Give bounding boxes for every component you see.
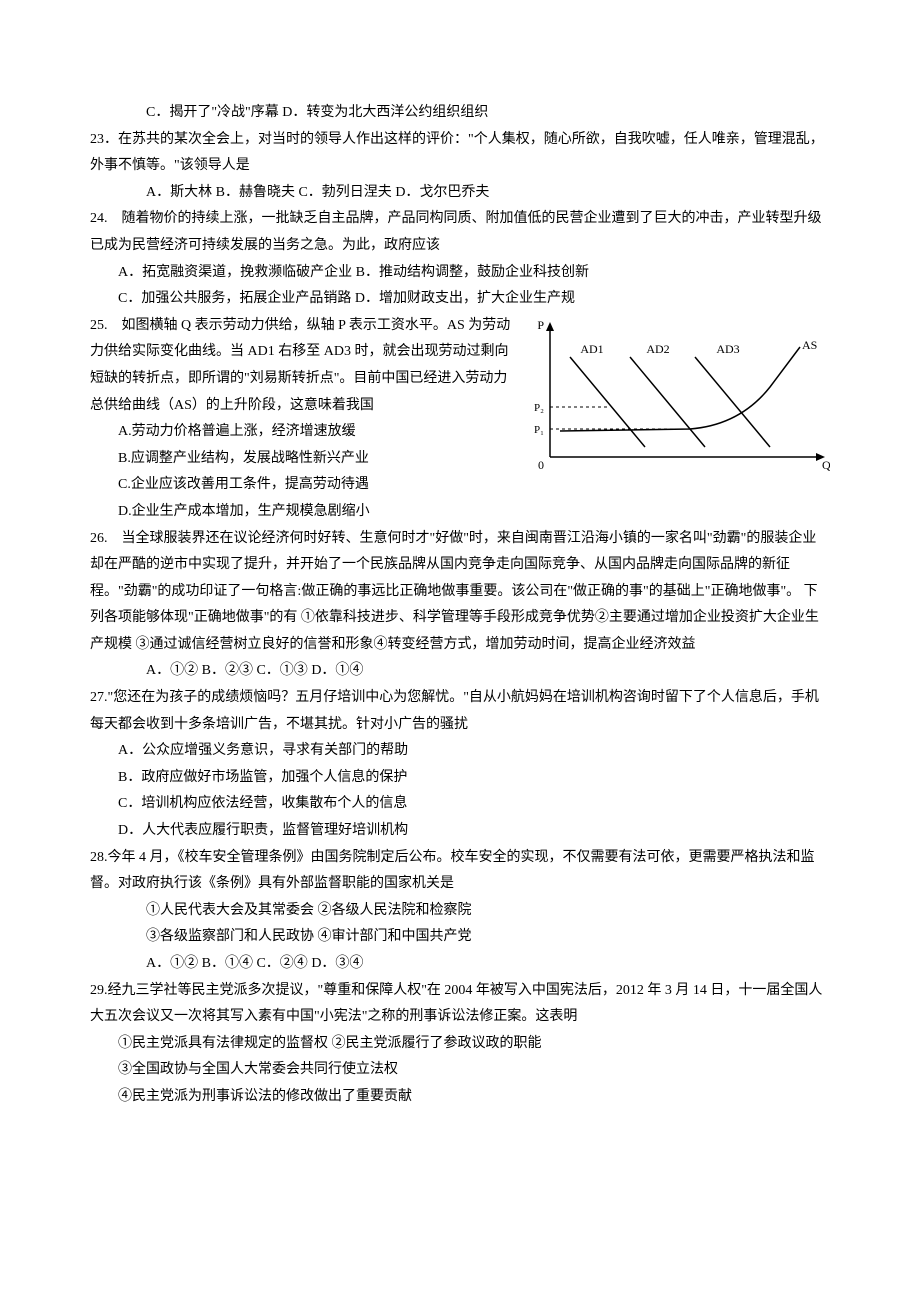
q28-num1: ①人民代表大会及其常委会 (146, 903, 314, 918)
q24-opt-a: A．拓宽融资渠道，挽救濒临破产企业 (118, 265, 352, 280)
q28-nums-row1: ①人民代表大会及其常委会 ②各级人民法院和检察院 (90, 898, 830, 925)
q29-stem: 29.经九三学社等民主党派多次提议，"尊重和保障人权"在 2004 年被写入中国… (90, 978, 830, 1031)
q28-nums-row2: ③各级监察部门和人民政协 ④审计部门和中国共产党 (90, 924, 830, 951)
q22-opt-c: C．揭开了"冷战"序幕 (146, 105, 279, 120)
q24-options-row1: A．拓宽融资渠道，挽救濒临破产企业 B．推动结构调整，鼓励企业科技创新 (90, 260, 830, 287)
svg-text:0: 0 (538, 458, 544, 472)
q29-num3: ③全国政协与全国人大常委会共同行使立法权 (90, 1057, 830, 1084)
q27-stem: 27."您还在为孩子的成绩烦恼吗？五月仔培训中心为您解忧。"自从小航妈妈在培训机… (90, 685, 830, 738)
q28-stem: 28.今年 4 月，《校车安全管理条例》由国务院制定后公布。校车安全的实现，不仅… (90, 845, 830, 898)
svg-text:AD3: AD3 (716, 342, 739, 356)
q23-options: A．斯大林 B．赫鲁晓夫 C．勃列日涅夫 D．戈尔巴乔夫 (90, 180, 830, 207)
q26-opt-d: D．①④ (311, 663, 363, 678)
q27-opt-b: B．政府应做好市场监管，加强个人信息的保护 (90, 765, 830, 792)
q23-opt-c: C．勃列日涅夫 (298, 185, 391, 200)
svg-text:P₁: P₁ (534, 424, 544, 436)
q26-opt-b: B．②③ (202, 663, 253, 678)
q29-num12: ①民主党派具有法律规定的监督权 ②民主党派履行了参政议政的职能 (90, 1031, 830, 1058)
q25-opt-d: D.企业生产成本增加，生产规模急剧缩小 (90, 499, 830, 526)
q28-num2: ②各级人民法院和检察院 (318, 903, 472, 918)
q28-opt-a: A．①② (146, 956, 198, 971)
q24-stem: 24. 随着物价的持续上涨，一批缺乏自主品牌，产品同构同质、附加值低的民营企业遭… (90, 206, 830, 259)
q26-stem: 26. 当全球服装界还在议论经济何时好转、生意何时才"好做"时，来自闽南晋江沿海… (90, 526, 830, 659)
q28-opt-b: B．①④ (202, 956, 253, 971)
q28-num3: ③各级监察部门和人民政协 (146, 929, 314, 944)
svg-text:AD2: AD2 (646, 342, 669, 356)
q27-opt-d: D．人大代表应履行职责，监督管理好培训机构 (90, 818, 830, 845)
svg-text:P: P (537, 318, 544, 332)
q28-num4: ④审计部门和中国共产党 (318, 929, 472, 944)
q22-opt-d: D．转变为北大西洋公约组织组织 (282, 105, 488, 120)
q29-num4: ④民主党派为刑事诉讼法的修改做出了重要贡献 (90, 1084, 830, 1111)
q28-opt-d: D．③④ (311, 956, 363, 971)
q24-options-row2: C．加强公共服务，拓展企业产品销路 D．增加财政支出，扩大企业生产规 (90, 286, 830, 313)
svg-text:AS: AS (802, 338, 817, 352)
q27-opt-a: A．公众应增强义务意识，寻求有关部门的帮助 (90, 738, 830, 765)
q24-opt-b: B．推动结构调整，鼓励企业科技创新 (356, 265, 589, 280)
q25-block: P Q 0 P₂ P₁ AD1 AD2 AD3 AS 25. 如图横轴 Q 表示… (90, 313, 830, 526)
exam-page: C．揭开了"冷战"序幕 D．转变为北大西洋公约组织组织 23．在苏共的某次全会上… (0, 0, 920, 1171)
q22-options: C．揭开了"冷战"序幕 D．转变为北大西洋公约组织组织 (90, 100, 830, 127)
q23-opt-b: B．赫鲁晓夫 (216, 185, 295, 200)
svg-text:P₂: P₂ (534, 402, 544, 414)
q23-stem: 23．在苏共的某次全会上，对当时的领导人作出这样的评价："个人集权，随心所欲，自… (90, 127, 830, 180)
q26-opt-a: A．①② (146, 663, 198, 678)
q24-opt-c: C．加强公共服务，拓展企业产品销路 (118, 291, 351, 306)
q24-opt-d: D．增加财政支出，扩大企业生产规 (355, 291, 575, 306)
q23-opt-a: A．斯大林 (146, 185, 212, 200)
svg-text:AD1: AD1 (580, 342, 603, 356)
q25-chart: P Q 0 P₂ P₁ AD1 AD2 AD3 AS (530, 317, 830, 497)
svg-text:Q: Q (822, 458, 830, 472)
q28-options: A．①② B．①④ C．②④ D．③④ (90, 951, 830, 978)
q27-opt-c: C．培训机构应依法经营，收集散布个人的信息 (90, 791, 830, 818)
q26-options: A．①② B．②③ C．①③ D．①④ (90, 658, 830, 685)
q28-opt-c: C．②④ (256, 956, 307, 971)
q26-opt-c: C．①③ (256, 663, 307, 678)
q23-opt-d: D．戈尔巴乔夫 (395, 185, 489, 200)
